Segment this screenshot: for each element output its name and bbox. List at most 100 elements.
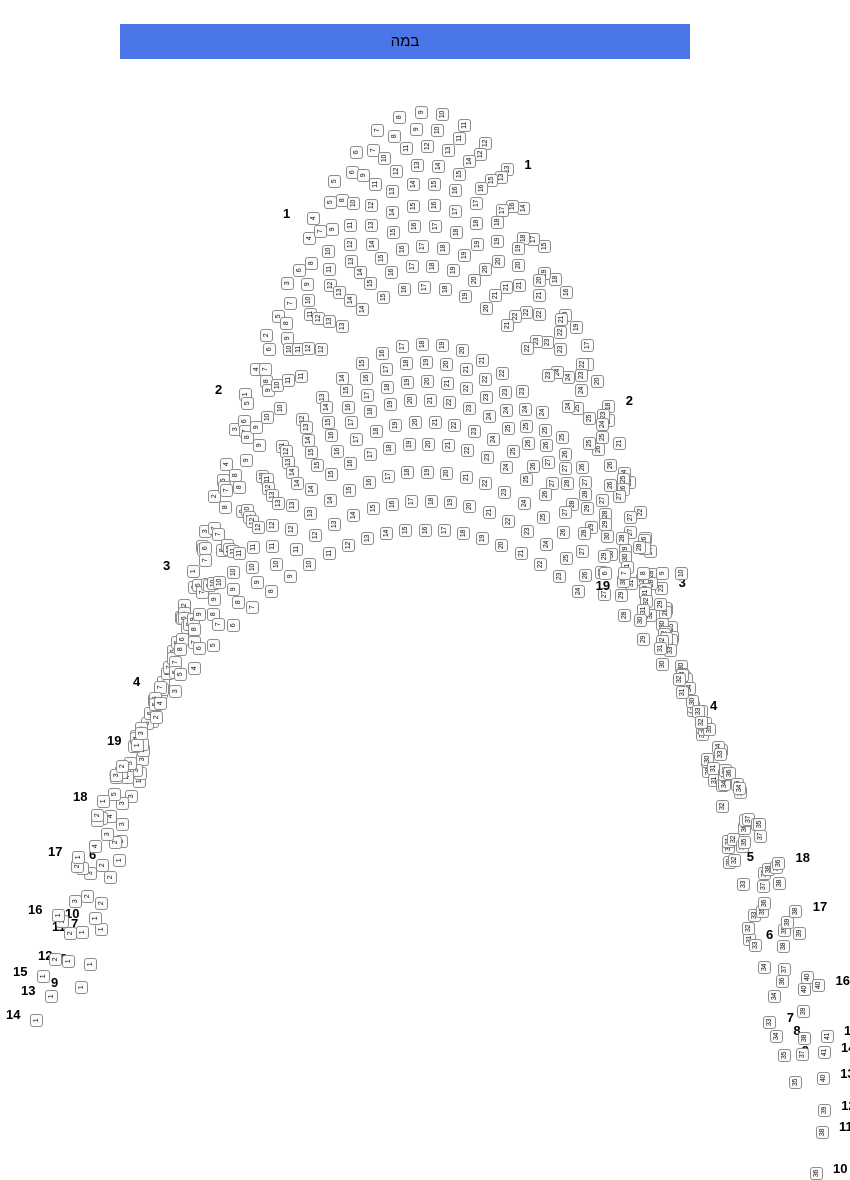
seat[interactable]: 28	[617, 609, 631, 623]
seat[interactable]: 14	[347, 509, 361, 523]
seat[interactable]: 25	[582, 437, 596, 451]
seat[interactable]: 13	[442, 143, 456, 157]
seat[interactable]: 12	[389, 164, 403, 178]
seat[interactable]: 16	[397, 283, 411, 297]
seat[interactable]: 11	[343, 218, 357, 232]
seat[interactable]: 20	[495, 538, 509, 552]
seat[interactable]: 2	[49, 952, 63, 966]
seat[interactable]: 1	[61, 954, 75, 968]
seat[interactable]: 41	[820, 1029, 834, 1043]
seat[interactable]: 12	[341, 538, 355, 552]
seat[interactable]: 13	[322, 315, 336, 329]
seat[interactable]: 17	[448, 204, 462, 218]
seat[interactable]: 17	[495, 203, 509, 217]
seat[interactable]: 20	[467, 274, 481, 288]
seat[interactable]: 21	[612, 436, 626, 450]
seat[interactable]: 21	[499, 281, 513, 295]
seat[interactable]: 4	[220, 457, 234, 471]
seat[interactable]: 22	[520, 305, 534, 319]
seat[interactable]: 13	[300, 421, 314, 435]
seat[interactable]: 13	[335, 320, 349, 334]
seat[interactable]: 38	[789, 905, 803, 919]
seat[interactable]: 8	[636, 566, 650, 580]
seat[interactable]: 24	[572, 584, 586, 598]
seat[interactable]: 35	[752, 818, 766, 832]
seat[interactable]: 20	[463, 500, 477, 514]
seat[interactable]: 33	[714, 747, 728, 761]
seat[interactable]: 6	[349, 145, 363, 159]
seat[interactable]: 10	[322, 244, 336, 258]
seat[interactable]: 1	[83, 957, 97, 971]
seat[interactable]: 25	[519, 419, 533, 433]
seat[interactable]: 1	[96, 795, 110, 809]
seat[interactable]: 15	[364, 277, 378, 291]
seat[interactable]: 21	[512, 278, 526, 292]
seat[interactable]: 15	[310, 459, 324, 473]
seat[interactable]: 21	[488, 289, 502, 303]
seat[interactable]: 8	[304, 256, 318, 270]
seat[interactable]: 26	[556, 526, 570, 540]
seat[interactable]: 9	[226, 583, 240, 597]
seat[interactable]: 36	[809, 1167, 823, 1180]
seat[interactable]: 25	[539, 423, 553, 437]
seat[interactable]: 14	[406, 178, 420, 192]
seat[interactable]: 9	[656, 566, 670, 580]
seat[interactable]: 37	[757, 879, 771, 893]
seat[interactable]: 38	[773, 877, 786, 891]
seat[interactable]: 17	[344, 415, 358, 429]
seat[interactable]: 22	[478, 477, 492, 491]
seat[interactable]: 23	[498, 485, 512, 499]
seat[interactable]: 15	[366, 502, 380, 516]
seat[interactable]: 15	[387, 226, 401, 240]
seat[interactable]: 2	[149, 711, 163, 725]
seat[interactable]: 5	[241, 397, 255, 411]
seat[interactable]: 32	[672, 672, 686, 686]
seat[interactable]: 14	[385, 206, 399, 220]
seat[interactable]: 36	[758, 897, 771, 911]
seat[interactable]: 19	[569, 320, 583, 334]
seat[interactable]: 10	[347, 197, 361, 211]
seat[interactable]: 28	[579, 487, 593, 501]
seat[interactable]: 7	[245, 601, 259, 615]
seat[interactable]: 19	[459, 290, 473, 304]
seat[interactable]: 9	[301, 277, 315, 291]
seat[interactable]: 4	[88, 839, 102, 853]
seat[interactable]: 7	[198, 554, 212, 568]
seat[interactable]: 14	[320, 400, 334, 414]
seat[interactable]: 24	[575, 384, 589, 398]
seat[interactable]: 10	[270, 558, 284, 572]
seat[interactable]: 20	[491, 255, 505, 269]
seat[interactable]: 24	[487, 433, 501, 447]
seat[interactable]: 7	[212, 527, 226, 541]
seat[interactable]: 20	[511, 259, 525, 273]
seat[interactable]: 16	[344, 456, 357, 470]
seat[interactable]: 31	[675, 686, 689, 700]
seat[interactable]: 27	[575, 544, 589, 558]
seat[interactable]: 29	[636, 632, 650, 646]
seat[interactable]: 36	[775, 974, 789, 988]
seat[interactable]: 13	[410, 158, 424, 172]
seat[interactable]: 15	[406, 199, 420, 213]
seat[interactable]: 14	[335, 371, 349, 385]
seat[interactable]: 12	[302, 342, 316, 355]
seat[interactable]: 9	[326, 223, 340, 237]
seat[interactable]: 1	[36, 970, 50, 983]
seat[interactable]: 15	[376, 290, 390, 304]
seat[interactable]: 17	[428, 220, 442, 234]
seat[interactable]: 34	[768, 990, 782, 1004]
seat[interactable]: 10	[212, 576, 226, 590]
seat[interactable]: 11	[294, 369, 308, 383]
seat[interactable]: 20	[591, 375, 605, 389]
seat[interactable]: 19	[400, 375, 414, 389]
seat[interactable]: 16	[427, 199, 441, 213]
seat[interactable]: 12	[343, 237, 357, 251]
seat[interactable]: 36	[772, 856, 785, 870]
seat[interactable]: 8	[232, 480, 246, 494]
seat[interactable]: 22	[521, 341, 535, 355]
seat[interactable]: 8	[231, 595, 245, 609]
seat[interactable]: 17	[405, 495, 419, 508]
seat[interactable]: 9	[250, 575, 264, 589]
seat[interactable]: 8	[392, 111, 406, 125]
seat[interactable]: 23	[541, 368, 555, 382]
seat[interactable]: 6	[226, 619, 240, 633]
